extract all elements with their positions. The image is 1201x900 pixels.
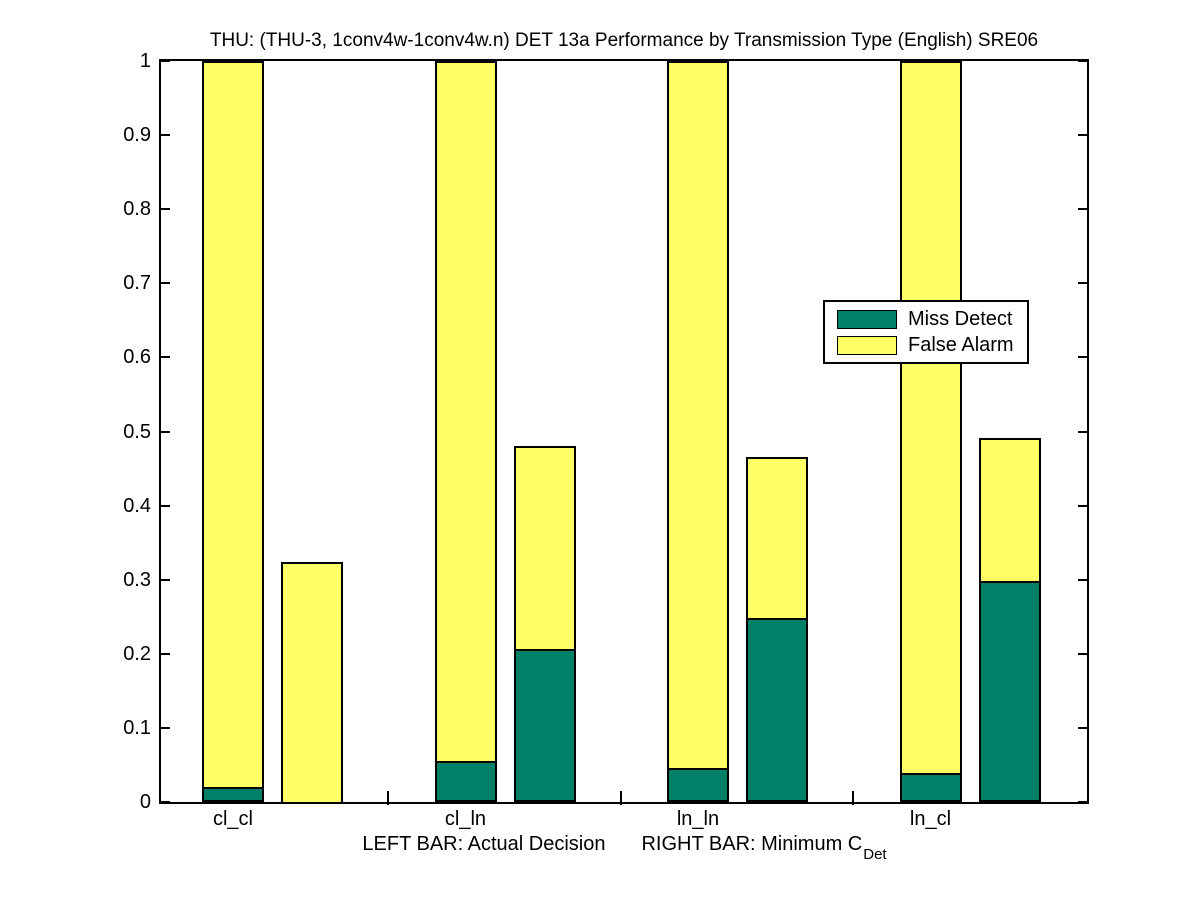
y-tick-label: 0.7: [123, 272, 151, 295]
y-tick-label: 1: [139, 50, 151, 72]
plot-area: Miss Detect False Alarm 0 0.1 0.2 0.3 0.4 0.5…: [123, 50, 1089, 830]
x-tick-label-cl_ln: cl_ln: [444, 808, 487, 830]
x-tick: [852, 791, 854, 805]
legend-label-false-alarm: False Alarm: [908, 334, 1014, 356]
y-tick-label: 0.1: [123, 716, 151, 739]
bar-ln_cl-left-miss-detect: [899, 773, 962, 802]
y-tick-label: 0: [139, 791, 151, 813]
false-alarm-swatch: [837, 335, 897, 355]
y-tick-right: [1078, 356, 1087, 359]
bar-ln_ln-right-false-alarm: [746, 456, 808, 618]
x-tick: [619, 791, 622, 805]
legend: Miss Detect False Alarm: [823, 300, 1029, 364]
y-tick-right: [1078, 208, 1087, 211]
x-axis-label-subscript: Det: [863, 846, 887, 863]
y-tick-left: [161, 726, 170, 729]
bar-ln_cl-right-false-alarm: [978, 438, 1041, 582]
x-axis-label-left: LEFT BAR: Actual Decision: [362, 833, 606, 855]
y-tick-left: [161, 282, 170, 285]
bar-ln_ln-left-miss-detect: [667, 767, 729, 802]
legend-row-miss-detect: Miss Detect: [837, 308, 1027, 330]
y-tick-left: [161, 578, 170, 581]
y-tick-label: 0.9: [123, 124, 151, 147]
x-tick-label-ln_ln: ln_ln: [676, 808, 720, 830]
bar-cl_cl-left-false-alarm: [202, 61, 264, 788]
x-axis-label-right: RIGHT BAR: Minimum C: [641, 833, 863, 855]
legend-row-false-alarm: False Alarm: [837, 334, 1027, 356]
x-tick-label-ln_cl: ln_cl: [909, 808, 952, 830]
legend-label-miss-detect: Miss Detect: [908, 308, 1013, 330]
x-tick-label-cl_cl: cl_cl: [212, 808, 253, 830]
y-tick-right: [1078, 652, 1087, 655]
y-tick-left: [161, 356, 170, 359]
x-axis-label: LEFT BAR: Actual Decision RIGHT BAR: Mini…: [159, 833, 1089, 863]
y-tick-left: [161, 60, 170, 62]
bar-cl_ln-left-miss-detect: [434, 760, 497, 802]
bar-ln_ln-right-miss-detect: [746, 617, 808, 802]
y-tick-left: [161, 652, 170, 655]
y-tick-right: [1078, 504, 1087, 507]
bar-ln_ln-left-false-alarm: [667, 61, 729, 768]
x-tick: [387, 791, 389, 805]
bar-ln_cl-left-false-alarm: [899, 61, 962, 774]
bar-cl_ln-right-miss-detect: [513, 648, 576, 802]
y-tick-label: 0.6: [123, 346, 151, 369]
y-tick-left: [161, 430, 170, 433]
y-tick-label: 0.3: [123, 568, 151, 591]
y-tick-left: [161, 801, 170, 803]
y-tick-right: [1078, 60, 1087, 62]
y-tick-right: [1078, 578, 1087, 581]
y-tick-label: 0.5: [123, 420, 151, 443]
miss-detect-swatch: [837, 309, 897, 329]
chart-title: THU: (THU-3, 1conv4w-1conv4w.n) DET 13a …: [209, 30, 1039, 51]
y-tick-left: [161, 208, 170, 211]
y-tick-right: [1078, 726, 1087, 729]
bar-cl_cl-right-false-alarm: [281, 561, 343, 802]
bar-ln_cl-right-miss-detect: [978, 581, 1041, 802]
y-tick-right: [1078, 801, 1087, 803]
y-tick-label: 0.4: [123, 494, 151, 517]
bar-cl_cl-left-miss-detect: [202, 787, 264, 802]
y-tick-right: [1078, 134, 1087, 137]
y-tick-left: [161, 134, 170, 137]
bar-cl_ln-right-false-alarm: [513, 446, 576, 649]
y-tick-right: [1078, 282, 1087, 285]
y-tick-right: [1078, 430, 1087, 433]
y-tick-label: 0.2: [123, 642, 151, 665]
bar-cl_ln-left-false-alarm: [434, 61, 497, 761]
y-tick-left: [161, 504, 170, 507]
y-tick-label: 0.8: [123, 198, 151, 221]
